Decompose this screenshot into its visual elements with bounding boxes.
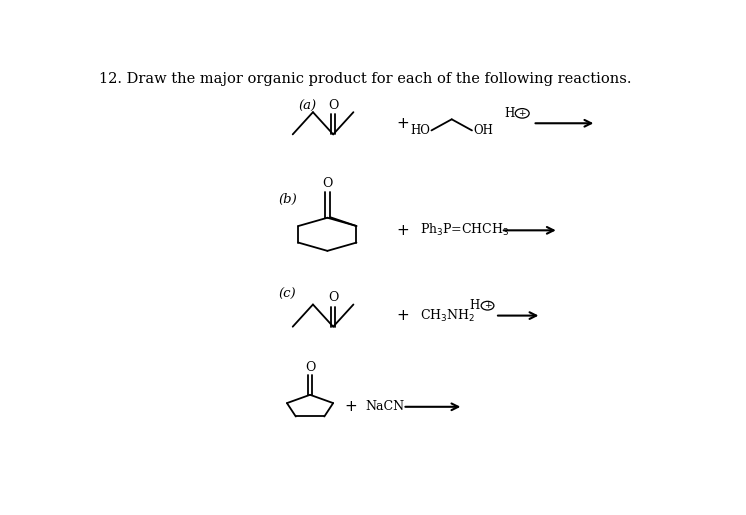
Text: NaCN: NaCN	[365, 400, 404, 414]
Text: +: +	[396, 116, 409, 131]
Text: O: O	[328, 291, 339, 304]
Text: +: +	[396, 223, 409, 238]
Text: H: H	[504, 107, 514, 120]
Text: +: +	[484, 301, 492, 310]
Text: HO: HO	[410, 124, 430, 137]
Text: (b): (b)	[278, 193, 297, 205]
Text: (a): (a)	[298, 99, 316, 112]
Text: H: H	[469, 299, 480, 312]
Text: +: +	[396, 308, 409, 323]
Text: OH: OH	[474, 124, 494, 137]
Text: O: O	[305, 362, 316, 374]
Text: +: +	[518, 109, 526, 118]
Text: O: O	[328, 99, 339, 112]
Text: 12. Draw the major organic product for each of the following reactions.: 12. Draw the major organic product for e…	[99, 72, 632, 85]
Text: Ph$_3$P=CHCH$_3$: Ph$_3$P=CHCH$_3$	[420, 222, 510, 238]
Text: +: +	[344, 399, 357, 414]
Text: CH$_3$NH$_2$: CH$_3$NH$_2$	[420, 307, 475, 323]
Text: (c): (c)	[278, 288, 296, 301]
Text: O: O	[322, 177, 333, 190]
